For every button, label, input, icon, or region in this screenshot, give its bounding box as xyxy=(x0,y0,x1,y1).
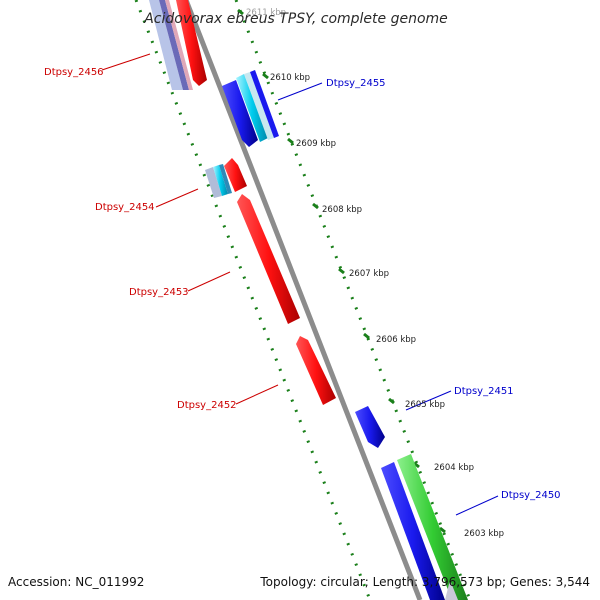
ruler-tick-2603 xyxy=(439,526,446,534)
gene-dtpsy-2456-segment-a[interactable] xyxy=(149,0,183,90)
gene-dtpsy-2454-seg-c[interactable] xyxy=(219,164,232,194)
leader-dtpsy-2454 xyxy=(155,188,199,208)
ruler-label: 2607 kbp xyxy=(349,269,389,279)
map-title: Acidovorax ebreus TPSY, complete genome xyxy=(143,11,448,27)
gene-label-dtpsy-2453[interactable]: Dtpsy_2453 xyxy=(129,287,189,298)
outer-dotted-track xyxy=(234,0,472,600)
genome-backbone xyxy=(183,0,423,600)
ruler-label: 2609 kbp xyxy=(296,139,336,149)
gene-dtpsy-2454-arrow[interactable] xyxy=(224,158,247,192)
gene-label-dtpsy-2454[interactable]: Dtpsy_2454 xyxy=(95,202,155,213)
ruler-tick-2610 xyxy=(262,72,269,80)
ruler-label: 2604 kbp xyxy=(434,463,474,473)
gene-dtpsy-2454-seg-b[interactable] xyxy=(213,165,228,196)
gene-dtpsy-2450-gray[interactable] xyxy=(445,580,458,600)
gene-dtpsy-2456-arrow[interactable] xyxy=(176,0,207,86)
ruler-ticks xyxy=(237,8,446,534)
gene-dtpsy-2455-cyan-b[interactable] xyxy=(244,72,274,140)
gene-label-dtpsy-2455[interactable]: Dtpsy_2455 xyxy=(326,78,386,89)
gene-features xyxy=(149,0,468,600)
gene-dtpsy-2450-blue[interactable] xyxy=(381,462,445,600)
gene-label-dtpsy-2456[interactable]: Dtpsy_2456 xyxy=(44,67,104,78)
gene-dtpsy-2455-cyan-c[interactable] xyxy=(250,70,279,138)
ruler-label: 2603 kbp xyxy=(464,529,504,539)
gene-dtpsy-2454-seg-a[interactable] xyxy=(205,167,222,198)
leader-dtpsy-2455 xyxy=(277,82,323,101)
leader-dtpsy-2450 xyxy=(455,495,499,516)
gene-label-dtpsy-2452[interactable]: Dtpsy_2452 xyxy=(177,400,237,411)
gene-dtpsy-2455-body[interactable] xyxy=(222,80,258,147)
gene-dtpsy-2453-arrow[interactable] xyxy=(237,194,300,324)
gene-label-dtpsy-2450[interactable]: Dtpsy_2450 xyxy=(501,490,561,501)
leader-dtpsy-2453 xyxy=(187,271,231,292)
ruler-tick-2605 xyxy=(388,397,395,405)
gene-dtpsy-2451-arrow[interactable] xyxy=(355,406,385,448)
gene-dtpsy-2450-green[interactable] xyxy=(397,454,468,600)
gene-label-dtpsy-2451[interactable]: Dtpsy_2451 xyxy=(454,386,514,397)
ruler-label: 2608 kbp xyxy=(322,205,362,215)
ruler-tick-2609 xyxy=(287,137,294,145)
gene-dtpsy-2455-cyan-a[interactable] xyxy=(236,74,268,142)
accession-text: Accession: NC_011992 xyxy=(8,575,144,589)
ruler-tick-2606 xyxy=(363,332,370,340)
label-leaders xyxy=(101,53,499,516)
gene-labels: Dtpsy_2456 Dtpsy_2455 Dtpsy_2454 Dtpsy_2… xyxy=(44,67,561,501)
ruler-label: 2605 kbp xyxy=(405,400,445,410)
leader-dtpsy-2452 xyxy=(235,384,279,405)
gene-dtpsy-2456-segment-b[interactable] xyxy=(159,0,189,90)
ruler-label: 2606 kbp xyxy=(376,335,416,345)
gene-dtpsy-2452-arrow[interactable] xyxy=(296,336,336,405)
topology-text: Topology: circular; Length: 3,796,573 bp… xyxy=(259,575,590,589)
ruler-label: 2611 kbp xyxy=(246,8,286,18)
ruler-tick-2604 xyxy=(413,461,420,469)
leader-dtpsy-2451 xyxy=(405,390,452,411)
ruler-tick-2607 xyxy=(338,267,345,275)
leader-dtpsy-2456 xyxy=(101,53,151,71)
ruler-label: 2610 kbp xyxy=(270,73,310,83)
ruler-tick-2608 xyxy=(312,202,319,210)
gene-dtpsy-2456-segment-c[interactable] xyxy=(165,0,193,90)
ruler-labels: 2611 kbp 2610 kbp 2609 kbp 2608 kbp 2607… xyxy=(246,8,504,539)
ruler-tick-2611 xyxy=(237,8,244,16)
